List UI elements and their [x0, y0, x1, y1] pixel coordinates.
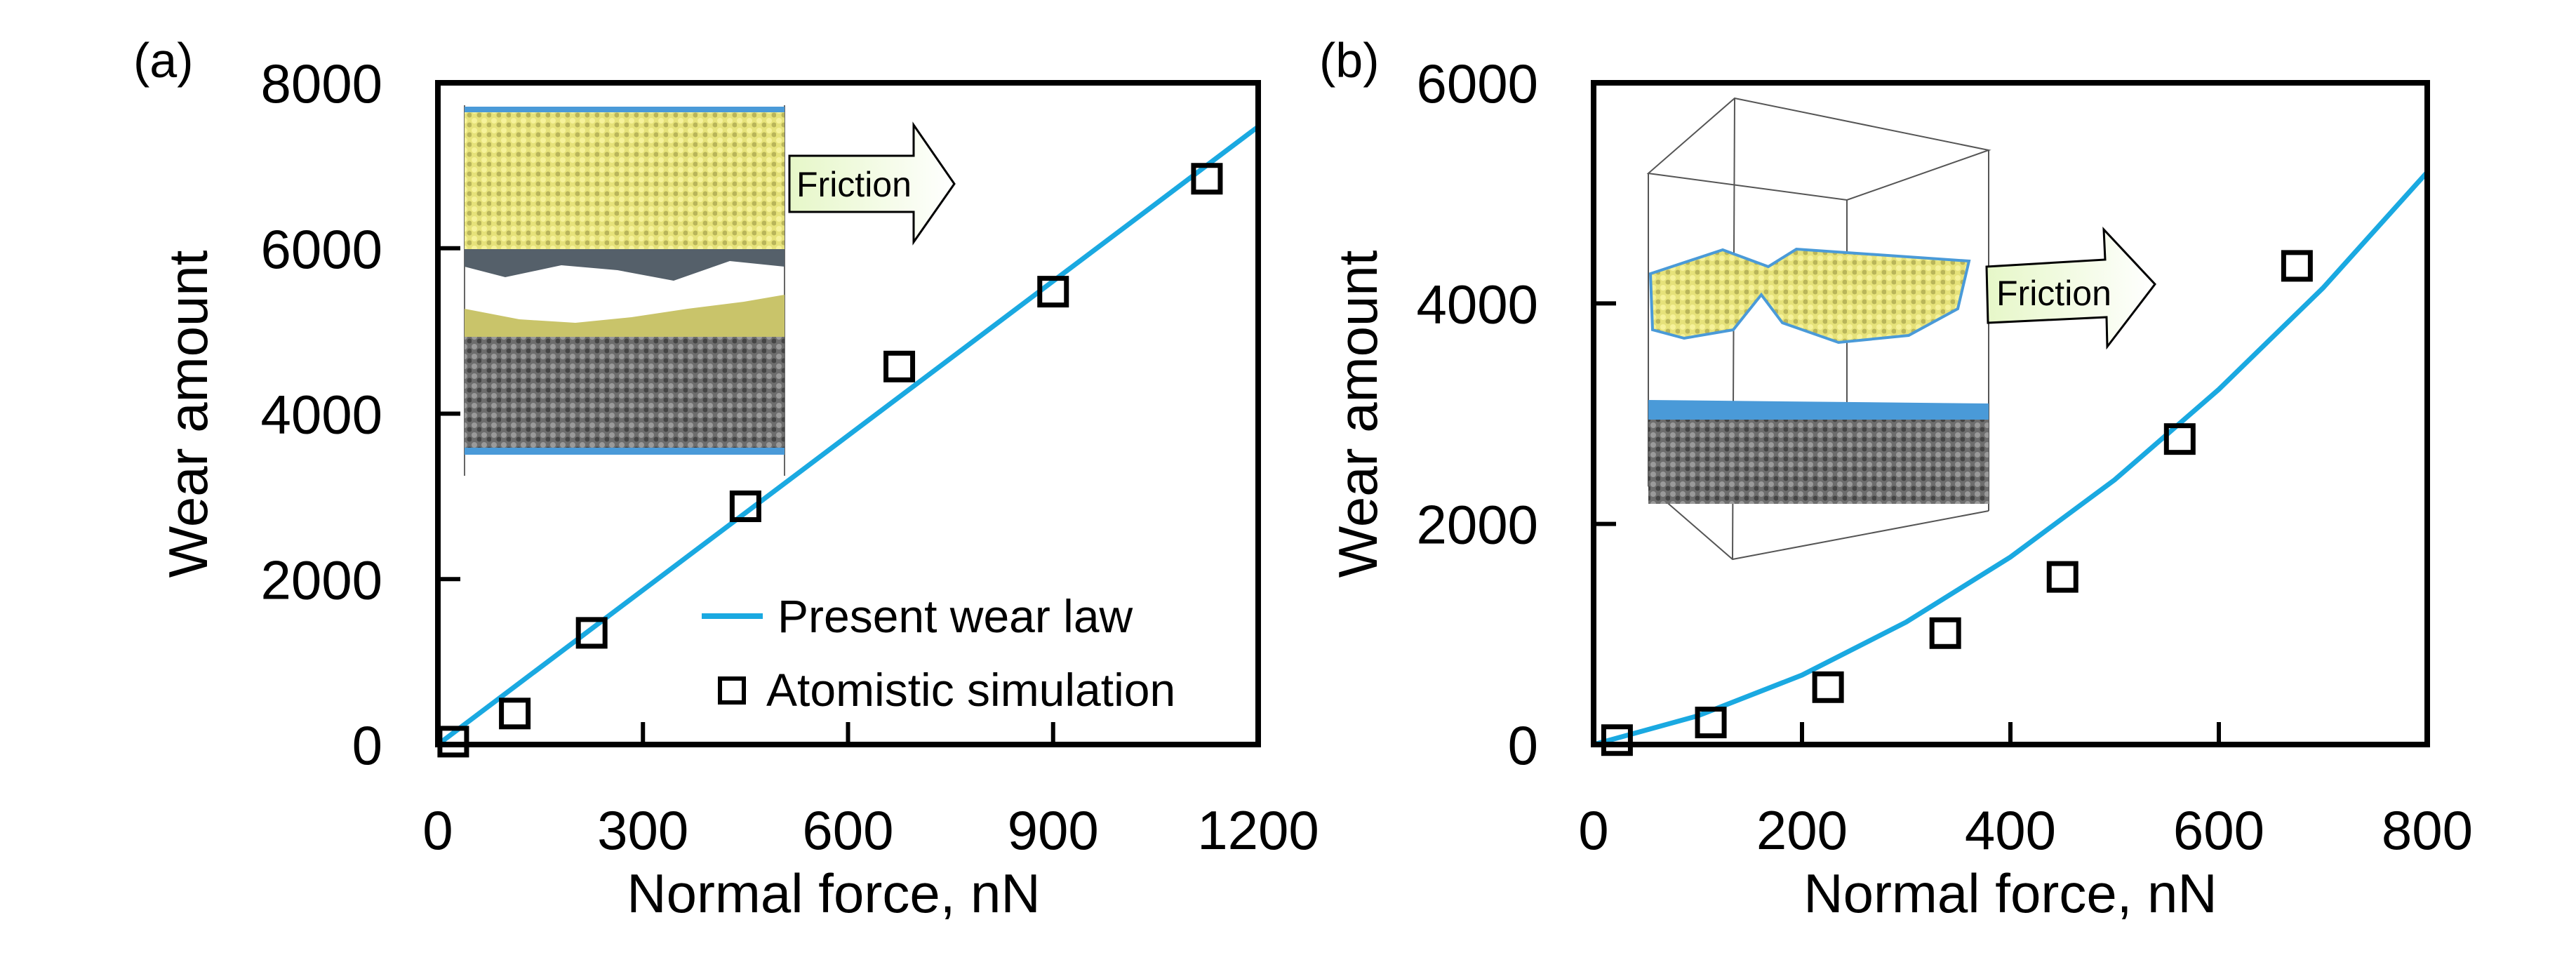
x-tick-label: 0: [1578, 799, 1608, 861]
x-tick-label: 400: [1965, 799, 2056, 861]
simulation-point: [1601, 724, 1633, 756]
y-tick-label: 4000: [260, 384, 382, 446]
plot-a-ylabel: Wear amount: [157, 250, 219, 578]
y-tick-label: 0: [1508, 714, 1538, 776]
plot-a-xlabel: Normal force, nN: [627, 862, 1041, 924]
simulation-point: [883, 350, 916, 382]
simulation-point: [2046, 561, 2078, 593]
simulation-point: [499, 698, 531, 730]
y-tick-label: 6000: [260, 218, 382, 280]
panel-a: (a) Friction 0 300 600 900 1200 0 2000 4000 6000…: [133, 33, 1319, 924]
plot-a-frame: [435, 80, 1261, 747]
panel-b: (b) Friction 0 200 400 600 8000200040006000 …: [1319, 33, 2473, 924]
simulation-point: [1037, 276, 1069, 308]
plot-b-frame: [1591, 80, 2430, 747]
plot-b-ylabel: Wear amount: [1327, 250, 1389, 578]
simulation-point: [1191, 163, 1223, 195]
worn-interface-lower: [465, 295, 785, 340]
panel-a-label: (a): [133, 33, 194, 88]
simulation-point: [2163, 423, 2196, 455]
lower-slab-gray: [465, 337, 785, 451]
y-tick-label: 8000: [260, 53, 382, 114]
plot-a: 0 300 600 900 1200 0 2000 4000 6000 8000: [260, 53, 1319, 861]
wear-law-line: [436, 124, 1260, 747]
friction-label-b: Friction: [1996, 274, 2111, 313]
legend-a: Present wear law Atomistic simulation: [702, 590, 1175, 716]
y-tick-label: 2000: [1416, 494, 1538, 556]
y-tick-label: 4000: [1416, 273, 1538, 335]
worn-interface-upper: [465, 249, 785, 281]
simulation-point: [1812, 671, 1844, 703]
legend-marker-swatch: [718, 676, 746, 705]
simulation-point: [575, 617, 608, 649]
y-tick-label: 6000: [1416, 53, 1538, 114]
x-tick-label: 900: [1008, 799, 1099, 861]
friction-arrow-b: Friction: [1985, 227, 2156, 350]
x-tick-label: 800: [2382, 799, 2473, 861]
panel-a-inset: Friction: [464, 105, 956, 476]
simulation-point: [1929, 617, 1961, 649]
panel-b-label: (b): [1319, 33, 1380, 88]
upper-slab-yellow: [465, 109, 785, 249]
y-tick-label: 2000: [260, 549, 382, 611]
panel-b-inset: Friction: [1646, 97, 2156, 561]
friction-label-a: Friction: [796, 165, 912, 204]
x-tick-label: 300: [597, 799, 688, 861]
legend-marker-label: Atomistic simulation: [766, 664, 1175, 716]
lower-slab-gray-b: [1648, 420, 1989, 504]
x-tick-label: 1200: [1197, 799, 1319, 861]
wear-law-line: [1593, 170, 2429, 747]
legend-line-label: Present wear law: [778, 590, 1133, 642]
x-tick-label: 600: [802, 799, 893, 861]
x-tick-label: 0: [422, 799, 453, 861]
plot-b-xlabel: Normal force, nN: [1803, 862, 2217, 924]
plot-b: 0 200 400 600 800 0 2000 4000 6000: [1416, 53, 2473, 861]
simulation-point: [729, 491, 761, 523]
x-tick-label: 200: [1756, 799, 1848, 861]
simulation-point: [1695, 707, 1727, 739]
x-tick-label: 600: [2173, 799, 2264, 861]
y-tick-label: 0: [352, 714, 382, 776]
friction-arrow-a: Friction: [788, 121, 956, 246]
simulation-point: [2281, 250, 2313, 282]
lower-slab-top: [1648, 400, 1989, 421]
upper-tip-yellow: [1648, 247, 1971, 345]
